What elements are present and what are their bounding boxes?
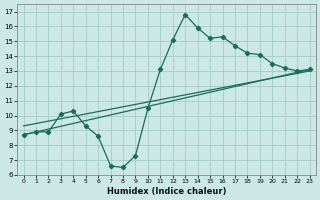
X-axis label: Humidex (Indice chaleur): Humidex (Indice chaleur): [107, 187, 226, 196]
